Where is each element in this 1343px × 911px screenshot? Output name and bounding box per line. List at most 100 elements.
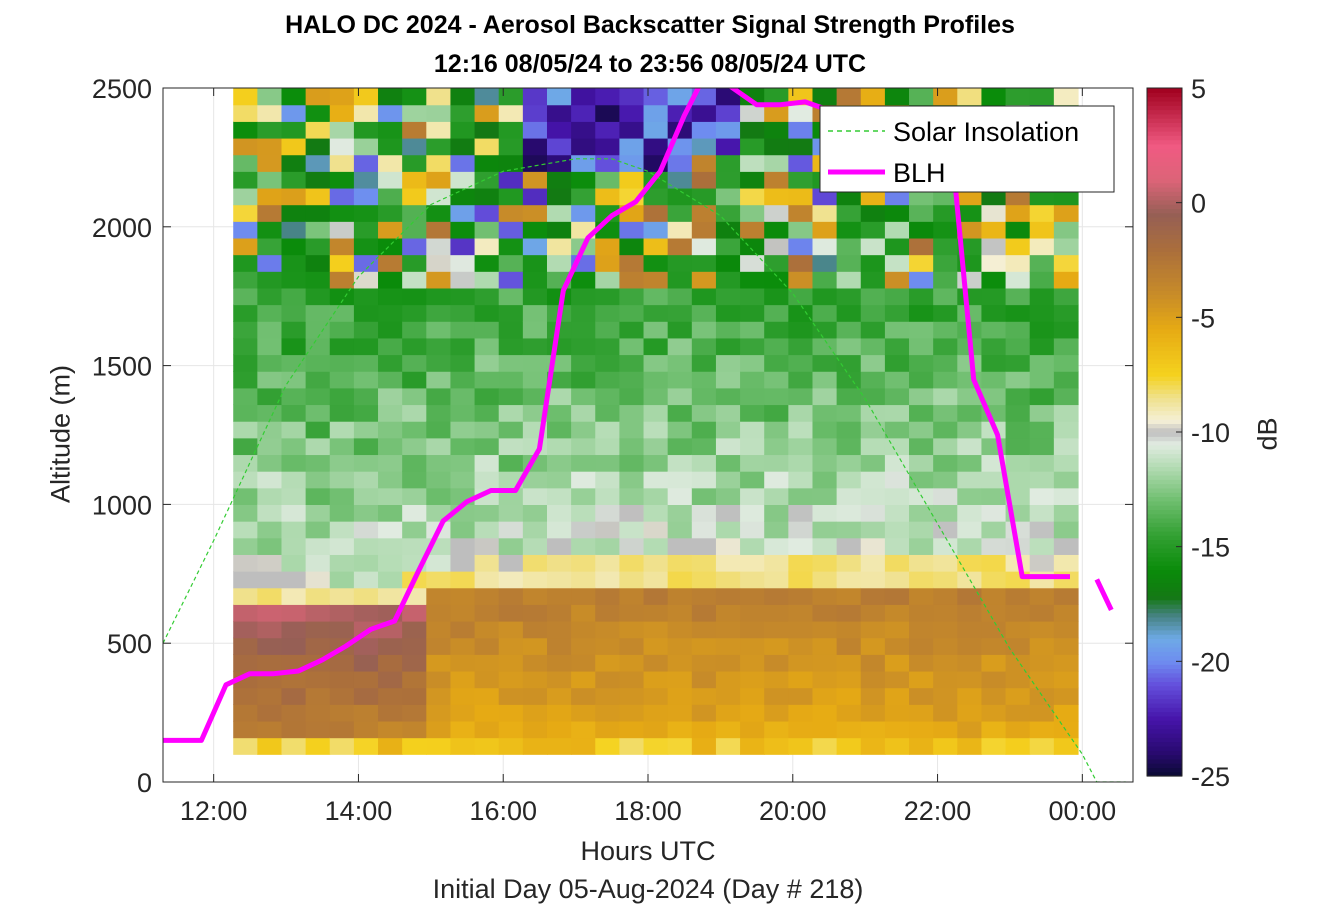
heatmap-cell — [667, 321, 693, 339]
heatmap-cell — [764, 487, 789, 505]
heatmap-cell — [1053, 387, 1079, 406]
heatmap-cell — [740, 137, 765, 156]
colorbar-segment — [1147, 290, 1182, 295]
heatmap-cell — [353, 670, 379, 689]
heatmap-cell — [233, 571, 258, 589]
heatmap-cell — [957, 387, 983, 406]
heatmap-cell — [933, 354, 958, 372]
heatmap-cell — [812, 204, 838, 222]
heatmap-cell — [522, 354, 548, 372]
x-tick-label: 14:00 — [325, 796, 393, 826]
heatmap-cell — [884, 587, 910, 605]
heatmap-cell — [522, 471, 548, 489]
heatmap-cell — [571, 537, 596, 555]
heatmap-cell — [715, 704, 741, 722]
heatmap-cell — [643, 704, 669, 722]
colorbar-segment — [1147, 260, 1182, 265]
heatmap-cell — [691, 604, 717, 622]
heatmap-cell — [546, 554, 572, 572]
heatmap-cell — [740, 654, 765, 672]
colorbar-segment — [1147, 457, 1182, 463]
heatmap-cell — [426, 604, 452, 622]
heatmap-cell — [764, 287, 789, 306]
heatmap-cell — [329, 221, 355, 239]
heatmap-cell — [353, 537, 379, 555]
heatmap-cell — [667, 737, 693, 755]
heatmap-cell — [571, 554, 596, 572]
heatmap-cell — [667, 287, 693, 306]
heatmap-cell — [1053, 204, 1079, 222]
heatmap-cell — [546, 521, 572, 539]
colorbar-segment — [1147, 668, 1182, 674]
heatmap-cell — [571, 587, 596, 605]
heatmap-cell — [546, 187, 572, 206]
colorbar-tick-label: 0 — [1191, 189, 1206, 219]
heatmap-cell — [812, 404, 838, 422]
heatmap-cell — [426, 371, 452, 389]
heatmap-cell — [836, 554, 862, 572]
heatmap-cell — [450, 537, 476, 555]
heatmap-cell — [691, 471, 717, 489]
heatmap-cell — [933, 537, 958, 555]
heatmap-cell — [305, 670, 331, 689]
heatmap-cell — [474, 604, 500, 622]
heatmap-cell — [257, 404, 283, 422]
heatmap-cell — [353, 720, 379, 739]
heatmap-cell — [426, 670, 452, 689]
heatmap-cell — [281, 254, 307, 272]
heatmap-cell — [329, 720, 355, 739]
colorbar-tick-label: -20 — [1191, 647, 1230, 677]
heatmap-cell — [329, 387, 355, 406]
heatmap-cell — [957, 620, 983, 639]
heatmap-cell — [305, 354, 331, 372]
heatmap-cell — [957, 271, 983, 289]
heatmap-cell — [257, 704, 283, 722]
heatmap-cell — [812, 587, 838, 605]
heatmap-cell — [812, 387, 838, 406]
heatmap-cell — [498, 237, 524, 256]
heatmap-cell — [257, 371, 283, 389]
heatmap-cell — [257, 88, 283, 106]
heatmap-cell — [402, 421, 427, 439]
colorbar-segment — [1147, 88, 1182, 93]
heatmap-cell — [329, 171, 355, 189]
heatmap-cell — [812, 554, 838, 572]
heatmap-cell — [257, 737, 283, 755]
heatmap-cell — [281, 720, 307, 739]
heatmap-cell — [329, 654, 355, 672]
heatmap-cell — [643, 487, 669, 505]
colorbar-segment — [1147, 307, 1182, 313]
heatmap-cell — [788, 254, 814, 272]
heatmap-cell — [329, 237, 355, 256]
heatmap-cell — [860, 337, 886, 356]
heatmap-cell — [329, 670, 355, 689]
heatmap-cell — [402, 371, 427, 389]
heatmap-cell — [378, 354, 403, 372]
colorbar-segment — [1147, 380, 1182, 386]
heatmap-cell — [595, 237, 620, 256]
heatmap-cell — [329, 437, 355, 456]
colorbar-segment — [1147, 745, 1182, 751]
heatmap-cell — [281, 437, 307, 456]
heatmap-cell — [764, 471, 789, 489]
heatmap-cell — [402, 221, 427, 239]
heatmap-cell — [740, 237, 765, 256]
heatmap-cell — [595, 437, 620, 456]
heatmap-cell — [522, 137, 548, 156]
heatmap-cell — [233, 187, 258, 206]
heatmap-cell — [595, 387, 620, 406]
heatmap-cell — [257, 121, 283, 139]
heatmap-cell — [860, 237, 886, 256]
heatmap-cell — [957, 454, 983, 472]
heatmap-cell — [933, 404, 958, 422]
heatmap-cell — [595, 720, 620, 739]
heatmap-cell — [836, 304, 862, 322]
heatmap-cell — [764, 304, 789, 322]
heatmap-cell — [378, 587, 403, 605]
heatmap-cell — [957, 604, 983, 622]
heatmap-cell — [764, 504, 789, 522]
heatmap-cell — [812, 287, 838, 306]
colorbar-segment — [1147, 393, 1182, 399]
heatmap-cell — [764, 88, 789, 106]
heatmap-cell — [619, 471, 645, 489]
